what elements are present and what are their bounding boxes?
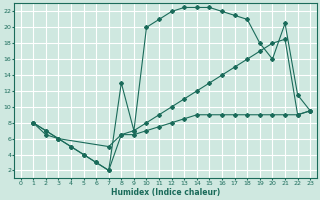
X-axis label: Humidex (Indice chaleur): Humidex (Indice chaleur) bbox=[111, 188, 220, 197]
